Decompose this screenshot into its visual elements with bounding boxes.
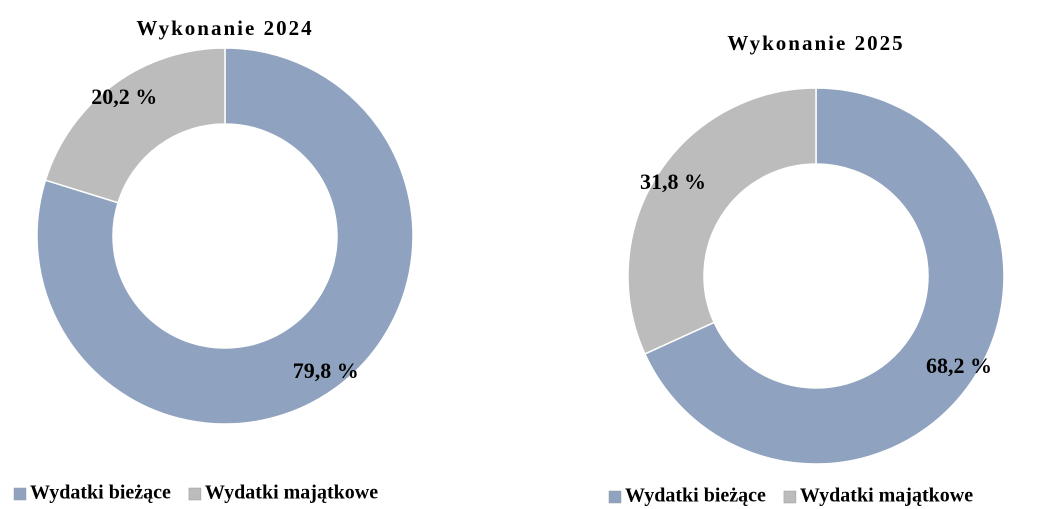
legend-label: Wydatki bieżące bbox=[30, 482, 171, 504]
legend-swatch bbox=[13, 487, 27, 501]
legend-label: Wydatki majątkowe bbox=[800, 485, 973, 507]
legend-label: Wydatki bieżące bbox=[625, 485, 766, 507]
legend-label: Wydatki majątkowe bbox=[205, 482, 378, 504]
donut-slice bbox=[44, 47, 226, 204]
donut-slice bbox=[627, 87, 817, 355]
data-label: 20,2 % bbox=[91, 84, 157, 109]
data-label: 68,2 % bbox=[926, 353, 992, 378]
donut-slice bbox=[643, 87, 1005, 465]
data-label: 31,8 % bbox=[640, 169, 706, 194]
legend-swatch bbox=[608, 490, 622, 504]
chart-title: Wykonanie 2025 bbox=[727, 31, 904, 55]
chart-title: Wykonanie 2024 bbox=[136, 16, 313, 40]
data-label: 79,8 % bbox=[293, 358, 359, 383]
donut-slice bbox=[36, 47, 414, 425]
legend-swatch bbox=[783, 490, 797, 504]
legend-swatch bbox=[188, 487, 202, 501]
